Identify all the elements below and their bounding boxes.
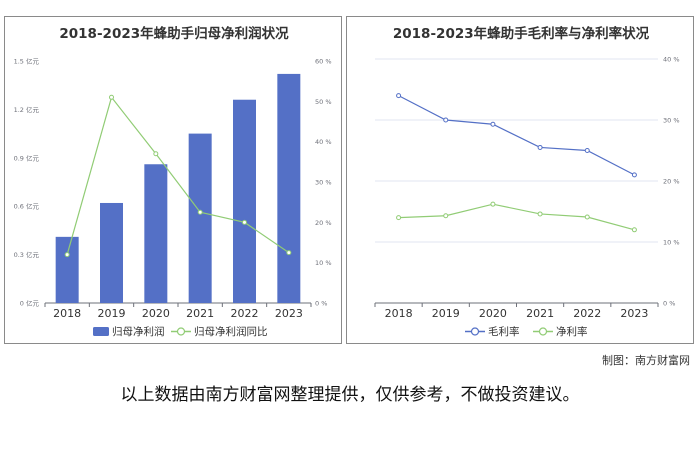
x-tick-label: 2020: [479, 307, 507, 320]
y-right-tick-label: 10 %: [315, 259, 332, 267]
chart-title: 2018-2023年蜂助手毛利率与净利率状况: [393, 25, 650, 42]
yoy-point: [286, 250, 292, 256]
disclaimer-note: 以上数据由南方财富网整理提供，仅供参考，不做投资建议。: [120, 385, 580, 405]
y-right-tick-label: 40 %: [663, 56, 680, 64]
bar: [55, 236, 79, 303]
yoy-point: [242, 219, 247, 225]
yoy-point: [153, 151, 159, 157]
x-tick-label: 2023: [620, 307, 648, 320]
y-right-tick-label: 40 %: [315, 138, 332, 146]
y-right-tick-label: 0 %: [315, 300, 327, 308]
y-left-tick-label: 1.5 亿元: [14, 57, 40, 66]
y-right-tick-label: 30 %: [315, 179, 332, 187]
legend-swatch-marker: [176, 327, 186, 336]
bar: [233, 99, 256, 303]
chart-credit: 制图：南方财富网: [602, 354, 690, 367]
margin-chart-panel: 2018-2023年蜂助手毛利率与净利率状况 0 % 10 % 20 % 30 % 40 …: [346, 16, 694, 344]
bar: [100, 202, 123, 303]
y-right-tick-label: 50 %: [315, 98, 332, 106]
gross-margin-line: [398, 95, 635, 176]
margin-chart: 2018-2023年蜂助手毛利率与净利率状况 0 % 10 % 20 % 30 % 40 …: [374, 25, 680, 338]
x-tick-label: 2018: [53, 307, 81, 320]
profit-chart: 2018-2023年蜂助手归母净利润状况 0 亿元 0.3 亿元 0.6 亿元 0.9 …: [14, 25, 332, 338]
y-right-tick-label: 20 %: [663, 178, 680, 186]
yoy-point: [197, 209, 203, 215]
net-margin-line: [398, 203, 635, 231]
bar: [144, 164, 168, 303]
legend-label: 归母净利润同比: [194, 325, 268, 338]
gross-margin-point: [584, 148, 590, 153]
y-left-tick-label: 1.2 亿元: [14, 105, 40, 114]
profit-chart-panel: 2018-2023年蜂助手归母净利润状况 0 亿元 0.3 亿元 0.6 亿元 0.9 …: [4, 16, 342, 344]
x-tick-label: 2023: [275, 307, 303, 320]
gross-margin-point: [537, 144, 543, 150]
x-tick-label: 2020: [142, 307, 170, 320]
net-margin-point: [631, 227, 637, 233]
net-margin-point: [584, 214, 590, 220]
legend-label: 归母净利润: [112, 325, 165, 338]
net-margin-point: [490, 201, 496, 207]
gross-margin-point: [490, 121, 496, 127]
x-tick-label: 2018: [385, 307, 413, 320]
bar: [277, 73, 301, 303]
gross-margin-point: [443, 117, 449, 123]
x-tick-label: 2022: [231, 307, 259, 320]
y-left-tick-label: 0.3 亿元: [14, 250, 40, 259]
x-tick-label: 2021: [526, 307, 554, 320]
yoy-point: [109, 94, 114, 100]
bar: [188, 133, 212, 303]
x-tick-label: 2021: [186, 307, 214, 320]
y-left-tick-label: 0.9 亿元: [14, 153, 40, 162]
net-margin-point: [537, 211, 543, 217]
y-right-tick-label: 10 %: [663, 239, 680, 247]
legend-swatch-marker: [538, 327, 548, 336]
x-tick-label: 2019: [98, 307, 126, 320]
legend-swatch-marker: [470, 327, 480, 336]
y-right-tick-label: 30 %: [663, 117, 680, 125]
y-left-tick-label: 0.6 亿元: [14, 202, 40, 211]
net-margin-point: [396, 215, 402, 221]
y-right-tick-label: 60 %: [315, 58, 332, 66]
yoy-point: [64, 252, 70, 258]
legend-swatch-bar: [93, 327, 109, 336]
x-tick-label: 2019: [432, 307, 460, 320]
gross-margin-point: [631, 172, 637, 178]
x-tick-label: 2022: [573, 307, 601, 320]
legend-label: 净利率: [556, 325, 588, 338]
y-right-tick-label: 20 %: [315, 219, 332, 227]
legend-label: 毛利率: [488, 325, 520, 338]
gross-margin-point: [396, 93, 402, 99]
net-margin-point: [443, 213, 449, 219]
chart-title: 2018-2023年蜂助手归母净利润状况: [59, 25, 289, 42]
y-right-tick-label: 0 %: [663, 300, 675, 308]
yoy-line: [66, 96, 290, 255]
y-left-tick-label: 0 亿元: [20, 299, 40, 308]
